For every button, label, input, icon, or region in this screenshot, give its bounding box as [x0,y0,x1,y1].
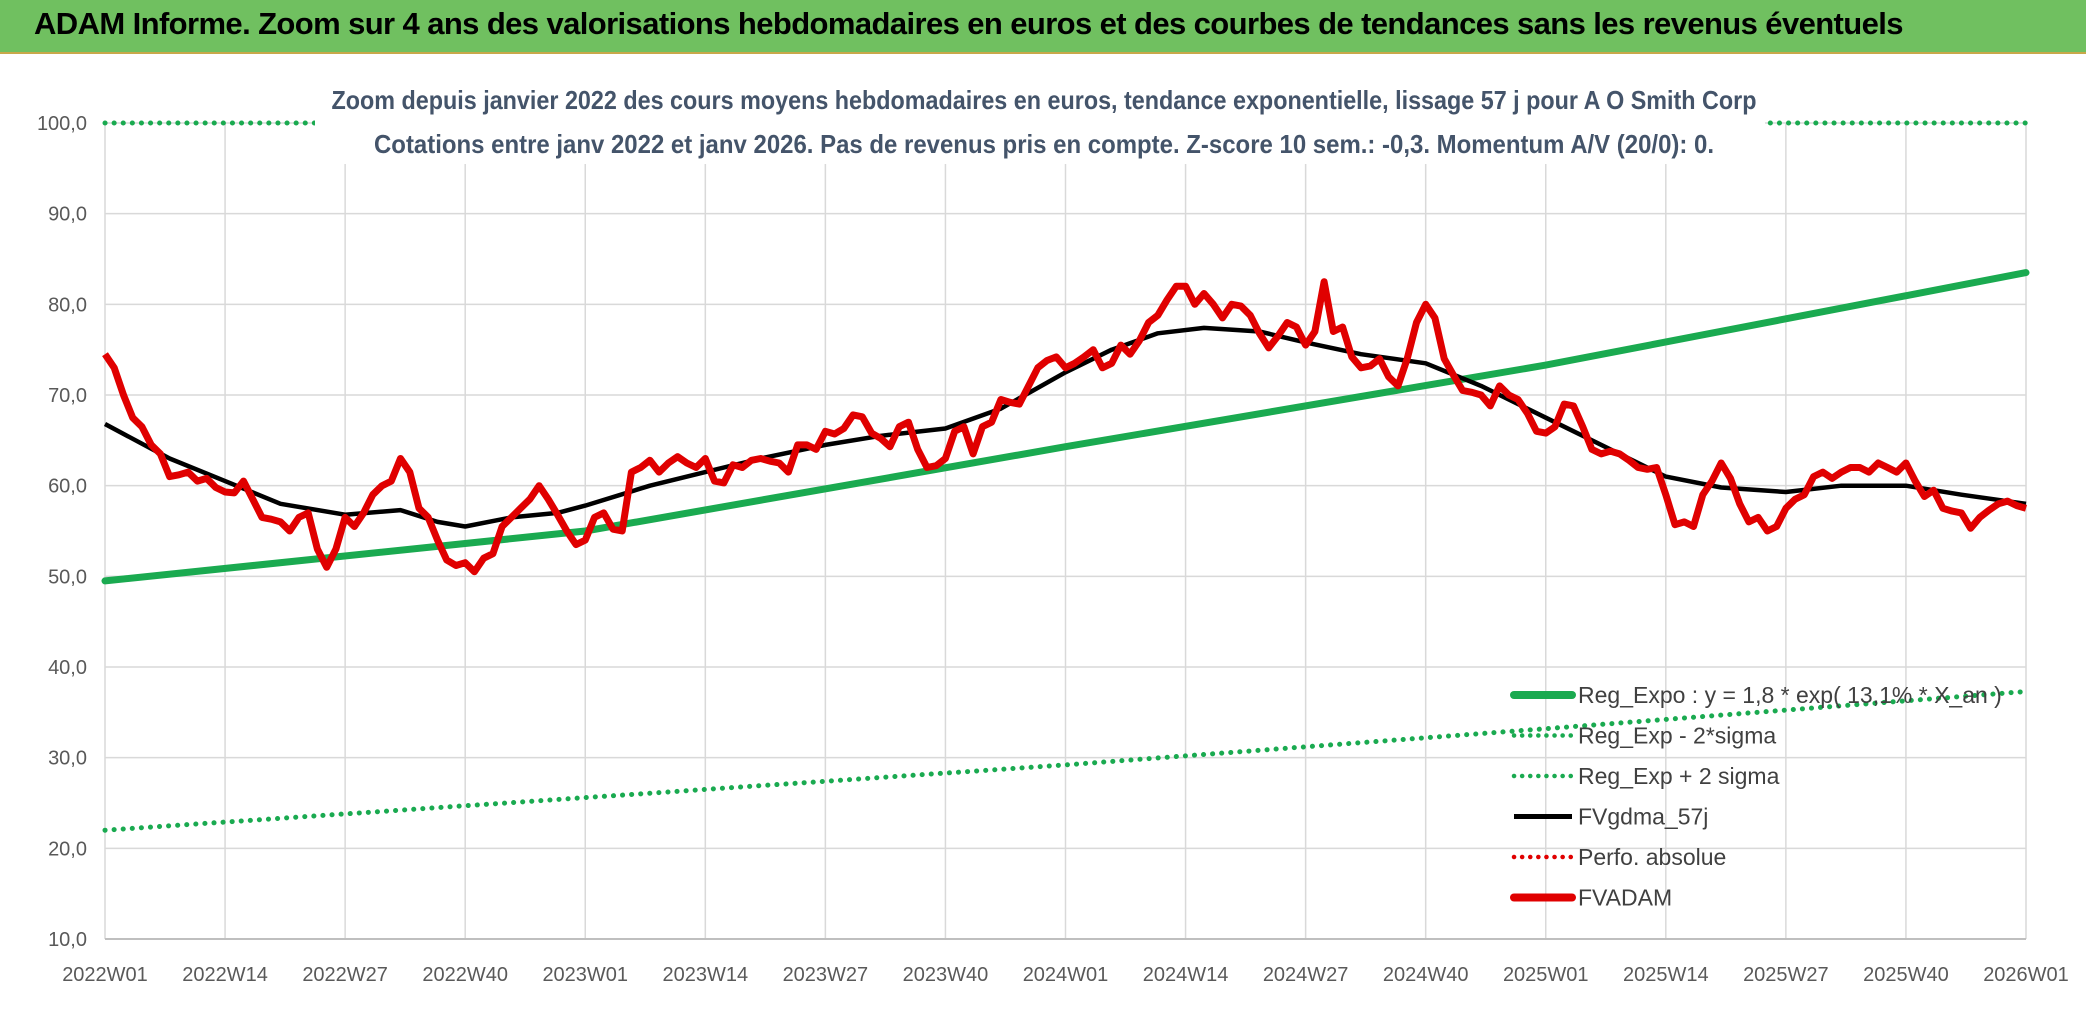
legend-label: Reg_Expo : y = 1,8 * exp( 13,1% * X_an ) [1578,682,2002,708]
legend-label: FVADAM [1578,885,1672,911]
x-tick-label: 2024W14 [1143,964,1229,986]
report-title: ADAM Informe. Zoom sur 4 ans des valoris… [34,6,1904,41]
series-line-1 [102,689,2029,833]
x-tick-label: 2025W14 [1623,964,1709,986]
x-tick-label: 2023W27 [783,964,869,986]
y-tick-label: 70,0 [48,385,87,407]
y-tick-label: 80,0 [48,294,87,316]
x-tick-label: 2026W01 [1983,964,2069,986]
y-tick-label: 40,0 [48,657,87,679]
chart-title: Zoom depuis janvier 2022 des cours moyen… [332,85,1757,115]
y-tick-label: 90,0 [48,204,87,226]
y-tick-label: 20,0 [48,838,87,860]
legend-label: Reg_Exp - 2*sigma [1578,723,1776,749]
x-tick-label: 2023W01 [542,964,628,986]
y-tick-label: 10,0 [48,929,87,951]
chart-grid [104,122,2027,940]
report-banner: ADAM Informe. Zoom sur 4 ans des valoris… [0,0,2086,54]
x-tick-label: 2024W40 [1383,964,1469,986]
y-tick-label: 50,0 [48,566,87,588]
y-tick-label: 60,0 [48,476,87,498]
x-tick-label: 2024W27 [1263,964,1349,986]
x-tick-label: 2025W01 [1503,964,1589,986]
y-tick-label: 30,0 [48,748,87,770]
y-tick-label: 100,0 [37,113,87,135]
x-tick-label: 2022W01 [62,964,148,986]
chart-legend: Reg_Expo : y = 1,8 * exp( 13,1% * X_an )… [1510,682,2002,911]
legend-label: Reg_Exp + 2 sigma [1578,763,1780,789]
legend-label: Perfo. absolue [1578,844,1726,870]
chart-axes: 10,0 20,0 30,0 40,0 50,0 60,0 70,0 80,0 90,0 100,… [37,113,2069,986]
chart-titles: Zoom depuis janvier 2022 des cours moyen… [315,82,1765,164]
x-tick-label: 2023W14 [663,964,749,986]
x-tick-label: 2022W14 [182,964,268,986]
series-line-0 [101,269,2030,585]
x-tick-label: 2022W27 [302,964,388,986]
legend-label: FVgdma_57j [1578,804,1708,830]
series-line-5 [102,278,2027,576]
x-tick-label: 2022W40 [422,964,508,986]
x-tick-label: 2025W27 [1743,964,1829,986]
x-tick-label: 2023W40 [903,964,989,986]
x-tick-label: 2025W40 [1863,964,1949,986]
x-tick-label: 2024W01 [1023,964,1109,986]
chart-subtitle: Cotations entre janv 2022 et janv 2026. … [374,129,1714,159]
